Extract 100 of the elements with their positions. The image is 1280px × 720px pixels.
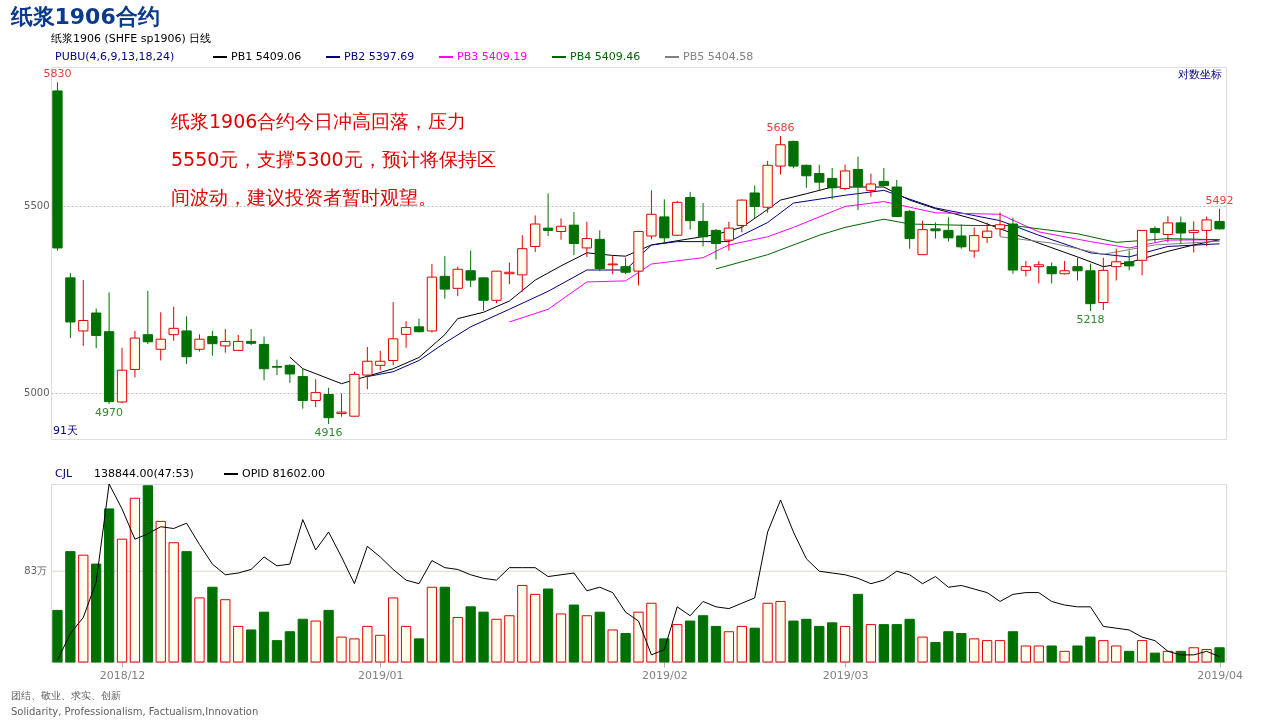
annotation: 5550元，支撑5300元，预计将保持区 bbox=[171, 148, 496, 170]
bar bbox=[581, 615, 592, 663]
ref-line-label: 83万 bbox=[24, 565, 47, 577]
candlestick bbox=[271, 359, 283, 376]
bar bbox=[426, 586, 438, 663]
bar bbox=[814, 625, 825, 663]
candlestick bbox=[1214, 208, 1225, 231]
bar bbox=[65, 551, 76, 663]
candlestick bbox=[710, 228, 722, 261]
bar bbox=[555, 613, 567, 663]
bar bbox=[801, 618, 812, 663]
bar bbox=[1162, 650, 1174, 663]
bar bbox=[91, 563, 102, 663]
annotation: 纸浆1906合约今日冲高回落，压力 bbox=[171, 110, 467, 132]
candlestick bbox=[542, 192, 554, 237]
candlestick bbox=[646, 189, 657, 240]
bar bbox=[297, 618, 308, 663]
bar bbox=[530, 593, 541, 663]
bar bbox=[710, 625, 722, 663]
annotation: 4916 bbox=[314, 426, 343, 440]
candlestick bbox=[607, 254, 618, 275]
candlestick bbox=[207, 330, 218, 357]
bar bbox=[1136, 640, 1148, 663]
candlestick bbox=[297, 368, 308, 410]
bar bbox=[723, 631, 735, 663]
chart-subtitle: 纸浆1906 (SHFE sp1906) 日线 bbox=[51, 32, 212, 45]
bar bbox=[220, 599, 231, 663]
bar bbox=[116, 538, 128, 663]
candlestick bbox=[697, 202, 709, 247]
candlestick bbox=[142, 290, 153, 345]
legend-label: PB1 5409.06 bbox=[231, 50, 302, 63]
annotation: 5830 bbox=[43, 67, 72, 81]
candlestick bbox=[439, 255, 450, 300]
candlestick bbox=[452, 266, 463, 297]
candlestick bbox=[168, 306, 179, 342]
bar bbox=[697, 615, 709, 663]
candlestick bbox=[362, 346, 373, 390]
bar bbox=[129, 497, 141, 663]
candlestick bbox=[400, 320, 412, 349]
candlestick bbox=[839, 164, 851, 191]
bar bbox=[1046, 645, 1057, 663]
text: Solidarity, Professionalism, Factualism,Innovation bbox=[11, 706, 259, 717]
bar bbox=[517, 584, 528, 663]
bar bbox=[375, 634, 386, 663]
bar bbox=[491, 618, 502, 663]
candlestick bbox=[1033, 260, 1044, 284]
bar bbox=[233, 625, 244, 663]
bar bbox=[388, 597, 399, 663]
candlestick bbox=[155, 311, 166, 361]
bar bbox=[400, 625, 412, 663]
x-tick-label: 2019/02 bbox=[641, 668, 688, 682]
candlestick bbox=[478, 276, 489, 312]
bar bbox=[1033, 645, 1044, 663]
candlestick bbox=[1162, 215, 1174, 243]
candlestick bbox=[659, 198, 670, 245]
bar bbox=[1020, 645, 1032, 663]
bar bbox=[749, 627, 760, 663]
bar bbox=[1149, 652, 1161, 663]
bar bbox=[620, 633, 631, 663]
annotation: 91天 bbox=[53, 424, 78, 437]
candlestick bbox=[1201, 216, 1212, 247]
bar bbox=[1111, 645, 1122, 663]
candlestick bbox=[723, 221, 735, 252]
candlestick bbox=[981, 222, 993, 244]
candlestick bbox=[994, 211, 1006, 237]
bar bbox=[865, 624, 877, 663]
bar bbox=[827, 622, 838, 663]
candlestick bbox=[465, 250, 476, 288]
candlestick bbox=[749, 185, 760, 219]
candlestick bbox=[555, 217, 567, 241]
candlestick bbox=[775, 135, 786, 176]
annotation: 对数坐标 bbox=[1178, 68, 1222, 81]
line-series bbox=[999, 236, 1221, 255]
candlestick bbox=[375, 350, 386, 371]
bar bbox=[956, 633, 967, 663]
candlestick bbox=[388, 301, 399, 366]
bar bbox=[839, 625, 851, 663]
candlestick bbox=[1149, 225, 1161, 243]
legend-label: PB5 5404.58 bbox=[683, 50, 754, 63]
legend-label: PB3 5409.19 bbox=[457, 50, 528, 63]
candlestick bbox=[78, 279, 89, 347]
bar bbox=[994, 640, 1006, 663]
text: 团结、敬业、求实、创新 bbox=[11, 690, 121, 701]
bar bbox=[362, 625, 373, 663]
bar bbox=[943, 631, 954, 663]
bar bbox=[78, 554, 89, 663]
bar bbox=[271, 640, 283, 663]
candlestick bbox=[878, 167, 889, 188]
candlestick bbox=[284, 363, 296, 384]
bar bbox=[194, 597, 205, 663]
candlestick bbox=[336, 392, 347, 418]
bar bbox=[788, 620, 799, 663]
candlestick bbox=[530, 214, 541, 253]
bar bbox=[336, 636, 347, 663]
candlestick bbox=[1072, 257, 1083, 281]
bar bbox=[310, 620, 321, 663]
bar bbox=[1059, 650, 1070, 663]
bar bbox=[245, 629, 257, 663]
annotation: 5218 bbox=[1076, 313, 1105, 327]
y-tick-label: 5000 bbox=[24, 387, 50, 399]
